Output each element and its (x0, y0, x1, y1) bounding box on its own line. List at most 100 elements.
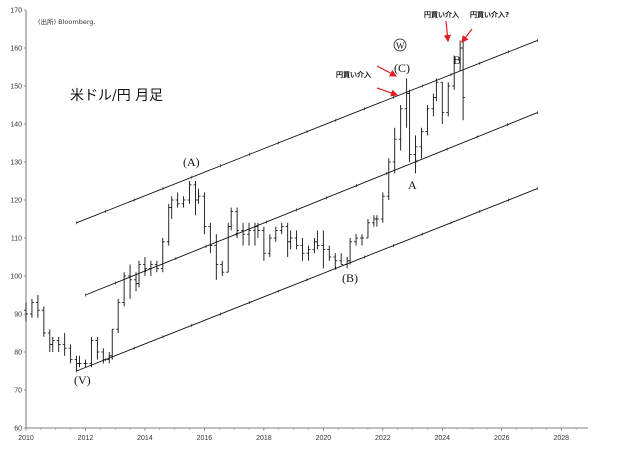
ohlc-bar (68, 344, 73, 364)
x-tick-label: 2014 (137, 435, 153, 442)
ohlc-bar (175, 192, 180, 208)
ohlc-bar (306, 245, 311, 261)
x-tick-label: 2024 (435, 435, 451, 442)
ohlc-bar (380, 192, 385, 223)
ohlc-bar (29, 298, 34, 318)
y-tick-label: 100 (10, 274, 22, 281)
intervention-arrow-3 (461, 28, 473, 43)
ohlc-bar (128, 264, 133, 299)
ohlc-bar (116, 298, 121, 333)
ohlc-bar (50, 336, 55, 352)
ohlc-bar (371, 215, 376, 227)
ohlc-bar (110, 328, 115, 360)
intervention-arrow-2 (443, 20, 451, 43)
x-tick-label: 2010 (18, 435, 34, 442)
ohlc-bar (47, 329, 52, 352)
wave-label-b1: (B) (342, 271, 358, 285)
ohlc-bar (89, 336, 94, 368)
y-tick-label: 70 (14, 388, 22, 395)
ohlc-bar (294, 230, 299, 250)
source-note: (出所) Bloomberg. (38, 17, 96, 26)
x-tick-label: 2018 (256, 435, 272, 442)
y-tick-label: 160 (10, 46, 22, 53)
wave-label-v: (V) (74, 373, 91, 387)
ohlc-bar (214, 234, 219, 280)
ohlc-bar (193, 181, 198, 216)
y-tick-label: 170 (10, 8, 22, 15)
ohlc-bar (413, 135, 418, 174)
ohlc-bar (267, 234, 272, 257)
ohlc-bar (345, 257, 350, 269)
y-tick-labels: 60 70 80 90 100 110 120 130 140 150 160 170 (10, 8, 26, 433)
ohlc-bar (101, 348, 106, 364)
ohlc-bar (339, 253, 344, 266)
ohlc-bar (392, 127, 397, 174)
ohlc-bar (273, 226, 278, 242)
y-tick-label: 110 (11, 236, 22, 243)
ohlc-bar (419, 127, 424, 159)
intervention-label-2: 円買い介入 (424, 10, 459, 19)
ohlc-bar (288, 230, 293, 250)
ohlc-bar (360, 234, 365, 246)
wave-label-w: W (396, 41, 405, 51)
wave-label-c: (C) (394, 61, 410, 75)
ohlc-bar (461, 40, 466, 121)
ohlc-bar (354, 234, 359, 246)
y-tick-label: 120 (10, 198, 22, 205)
ohlc-bar (241, 222, 246, 246)
ohlc-bar (202, 192, 207, 235)
y-tick-label: 150 (10, 84, 22, 91)
ohlc-bar (321, 230, 326, 269)
channel-line (85, 112, 538, 296)
ohlc-bar (312, 238, 317, 254)
x-tick-labels: 2010 2012 2014 2016 2018 2020 2022 2024 2026 2028 (18, 428, 577, 442)
ohlc-bar (261, 226, 266, 261)
ohlc-bar (154, 260, 159, 273)
ohlc-bar (136, 260, 141, 288)
ohlc-bar (208, 222, 213, 254)
ohlc-bar (169, 196, 174, 219)
wave-label-b2: B (453, 53, 461, 67)
ohlc-bar (35, 295, 40, 318)
intervention-label-3: 円買い介入? (470, 10, 509, 19)
ohlc-bar (404, 78, 409, 128)
intervention-arrow-1a (376, 65, 398, 77)
ohlc-bar (452, 55, 457, 90)
y-tick-label: 80 (14, 350, 22, 357)
y-tick-label: 130 (10, 160, 22, 167)
ohlc-bar (41, 306, 46, 337)
ohlc-bar (398, 105, 403, 151)
ohlc-bar (122, 272, 127, 307)
x-tick-label: 2020 (316, 435, 332, 442)
ohlc-bar (440, 81, 445, 124)
ohlc-bar (187, 181, 192, 204)
wave-w-circle (393, 38, 407, 52)
ohlc-bar (374, 215, 379, 227)
ohlc-bar (62, 333, 67, 356)
ohlc-bar (285, 222, 290, 257)
channel-lines (76, 38, 538, 373)
ohlc-bar (333, 253, 338, 269)
y-tick-label: 60 (14, 426, 22, 433)
wave-label-a2: A (408, 178, 417, 192)
ohlc-bar (83, 359, 88, 368)
ohlc-bar (56, 336, 61, 352)
ohlc-bar (160, 238, 165, 273)
ohlc-bar (434, 78, 439, 102)
ohlc-bar (196, 188, 201, 204)
ohlc-bar (279, 222, 284, 235)
ohlc-bar (300, 238, 305, 261)
ohlc-bar (315, 230, 320, 250)
ohlc-bar (181, 196, 186, 208)
ohlc-bar (365, 219, 370, 239)
ohlc-bar (386, 158, 391, 200)
ohlc-bar (425, 105, 430, 136)
wave-label-a1: (A) (183, 155, 200, 169)
ohlc-bar (229, 207, 234, 231)
intervention-label-1: 円買い介入 (336, 70, 371, 79)
intervention-arrow-1b (376, 87, 399, 97)
x-tick-label: 2022 (375, 435, 391, 442)
x-tick-label: 2016 (197, 435, 213, 442)
x-tick-label: 2012 (78, 435, 94, 442)
